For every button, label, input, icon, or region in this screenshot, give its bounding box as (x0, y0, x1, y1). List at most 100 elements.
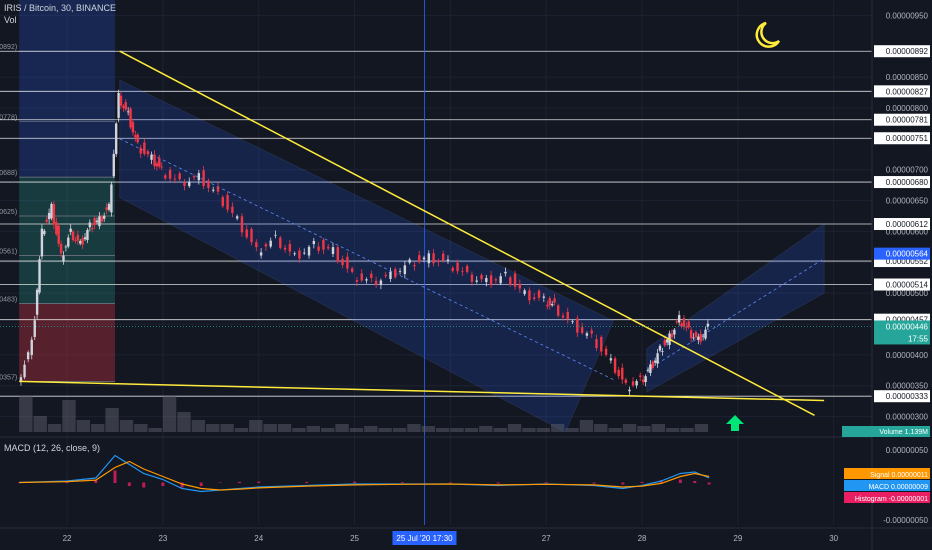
candle-body (160, 166, 163, 168)
histogram-bar (142, 482, 146, 488)
histogram-bar (65, 481, 69, 483)
candle-body (694, 332, 698, 338)
histogram-bar (161, 482, 165, 486)
level-price-label: 0.00000781 (886, 116, 929, 125)
level-price-box (874, 218, 930, 231)
signal-label: Signal 0.00000011 (870, 472, 928, 479)
price-tick-label: 0.00000350 (886, 382, 929, 391)
candle-body (600, 336, 603, 352)
candle-body (561, 315, 565, 318)
price-tick-label: 0.00000600 (886, 227, 929, 236)
level-price-label: 0.00000680 (886, 178, 929, 187)
candle-body (35, 289, 39, 315)
volume-bar (651, 424, 665, 432)
candle-body (81, 238, 84, 245)
candle-body (675, 321, 678, 323)
candle-body (697, 336, 700, 340)
candle-body (628, 389, 631, 392)
volume-bar (234, 428, 249, 432)
candle-body (134, 135, 137, 138)
macd-value-label: MACD 0.00000009 (868, 484, 928, 491)
histogram-bar (127, 482, 131, 486)
time-tick-label: 29 (733, 534, 742, 543)
candle-body (202, 170, 205, 187)
candle-body (19, 377, 23, 382)
volume-bar (407, 424, 421, 432)
candle-body (613, 358, 617, 373)
candle-body (298, 250, 301, 259)
volume-bar (91, 424, 105, 432)
candle-body (303, 252, 306, 254)
candle-body (119, 95, 123, 106)
histogram-bar (199, 482, 203, 486)
candle-body (456, 262, 459, 272)
candle-body (548, 298, 551, 306)
fib-zone-red (19, 303, 115, 382)
candle-body (580, 327, 584, 333)
candle-body (670, 333, 674, 338)
candle-body (631, 381, 635, 386)
candle-body (274, 234, 277, 236)
candle-body (197, 173, 201, 181)
candle-body (528, 290, 531, 301)
candle-body (639, 375, 642, 377)
histogram-bar (353, 481, 357, 483)
candle-body (143, 142, 146, 154)
current-price-label: 0.00000564 (886, 250, 929, 259)
candle-body (673, 329, 676, 335)
macd-value-label-box (844, 480, 930, 491)
candle-body (624, 379, 628, 383)
candle-body (192, 176, 196, 178)
candle-body (269, 240, 272, 247)
candle-body (221, 197, 224, 207)
level-price-box (874, 176, 930, 189)
candle-body (642, 379, 645, 383)
macd-tick-label: 0.00000050 (886, 446, 929, 455)
volume-bar (665, 428, 680, 432)
level-price-label: 0.00000457 (886, 316, 929, 325)
volume-bar (148, 428, 162, 432)
price-tick-label: 0.00000800 (886, 104, 929, 113)
volume-bar (321, 428, 335, 432)
up-arrow-icon (726, 415, 744, 431)
signal-label-box (844, 468, 930, 479)
candle-body (105, 207, 108, 210)
candle-body (86, 229, 89, 241)
candle-body (114, 123, 118, 154)
candle-body (389, 271, 392, 279)
candle-body (264, 244, 268, 247)
fib-zone-top (19, 0, 115, 178)
candle-body (317, 246, 320, 251)
candle-body (74, 240, 77, 241)
ascending-channel-midline (646, 258, 825, 371)
candle-body (129, 108, 132, 128)
candle-body (207, 180, 210, 188)
candle-body (504, 271, 507, 274)
candle-body (112, 153, 115, 177)
candle-body (71, 231, 75, 241)
level-price-label: 0.00000612 (886, 220, 929, 229)
candle-body (312, 240, 316, 245)
level-price-label: 0.00000751 (886, 134, 929, 143)
fib-level-label: 0(0.00000357) (0, 374, 17, 381)
level-price-box (874, 132, 930, 145)
time-tick-label: 27 (542, 534, 551, 543)
candle-body (98, 216, 101, 227)
volume-bar (594, 424, 608, 432)
candle-body (59, 243, 63, 254)
candle-body (155, 163, 159, 167)
histogram-label-box (844, 492, 930, 503)
fib-level-label: 0.786(0.00000778) (0, 115, 17, 122)
candle-body (422, 257, 426, 260)
price-tick-label: 0.00000400 (886, 351, 929, 360)
candle-body (326, 246, 330, 249)
candle-body (50, 203, 53, 219)
volume-bar (292, 428, 306, 432)
candle-body (216, 186, 220, 192)
candle-body (240, 216, 244, 233)
candle-body (465, 265, 469, 272)
candle-body (64, 246, 68, 248)
candle-body (682, 318, 686, 327)
price-tick-label: 0.00000650 (886, 197, 929, 206)
